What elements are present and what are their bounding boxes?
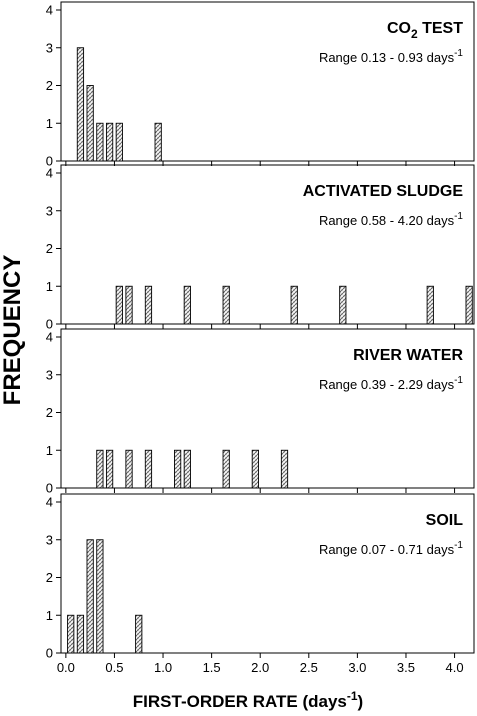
panel-title-text: CO	[387, 20, 411, 37]
bar	[222, 285, 230, 325]
x-tick-label: 1.0	[154, 660, 172, 675]
panel-frame	[60, 1, 475, 162]
bar	[144, 449, 153, 489]
x-tick-label: 3.5	[397, 660, 415, 675]
y-tick-label: 2	[46, 78, 53, 93]
bar	[222, 449, 230, 489]
bar	[67, 614, 75, 654]
panel-range: Range 0.07 - 0.71 days-1	[319, 540, 463, 557]
bar	[144, 285, 153, 325]
x-tick-label: 1.5	[203, 660, 221, 675]
x-tick-label: 3.0	[348, 660, 366, 675]
y-tick-label: 4	[46, 3, 53, 18]
bar	[105, 122, 114, 162]
y-tick-label: 3	[46, 203, 53, 218]
panel-4: 0 1 2 3 4 SOIL Range 0.07 - 0.71 days-1 0.0 0.5 1…	[46, 493, 475, 675]
panel-title: CO2 TEST	[387, 20, 463, 41]
y-tick-label: 4	[46, 495, 53, 510]
x-axis-label-sup: -1	[347, 689, 358, 703]
bar	[86, 539, 94, 654]
y-axis-label: FREQUENCY	[0, 255, 26, 406]
bar	[96, 122, 104, 162]
y-tick-label: 1	[46, 608, 53, 623]
x-tick-label: 0.5	[105, 660, 123, 675]
panel-range: Range 0.58 - 4.20 days-1	[319, 211, 463, 228]
panel-title: SOIL	[426, 512, 464, 529]
bar	[183, 285, 191, 325]
y-tick-label: 1	[46, 443, 53, 458]
bar	[290, 285, 298, 325]
bar	[280, 449, 289, 489]
range-text: Range 0.13 - 0.93 days	[319, 50, 455, 65]
y-tick-label: 1	[46, 279, 53, 294]
range-text: Range 0.58 - 4.20 days	[319, 213, 455, 228]
range-unit-sup: -1	[454, 48, 463, 59]
bar	[96, 539, 104, 654]
bar	[76, 614, 85, 654]
y-tick-label: 2	[46, 241, 53, 256]
panel-title-subscript: 2	[411, 27, 418, 41]
bar	[105, 449, 114, 489]
bar	[135, 614, 143, 654]
bar	[154, 122, 162, 162]
x-tick-label: 2.0	[251, 660, 269, 675]
y-tick-label: 3	[46, 532, 53, 547]
bar	[174, 449, 182, 489]
bar	[125, 285, 133, 325]
bar	[426, 285, 434, 325]
panel-title-text: SOIL	[426, 512, 464, 529]
panel-title: ACTIVATED SLUDGE	[303, 183, 464, 200]
panel-title-text: ACTIVATED SLUDGE	[303, 183, 464, 200]
y-tick-label: 0	[46, 646, 53, 661]
bar	[183, 449, 191, 489]
y-tick-label: 2	[46, 405, 53, 420]
y-tick-label: 3	[46, 40, 53, 55]
bar	[465, 285, 473, 325]
y-tick-label: 0	[46, 154, 53, 169]
range-unit-sup: -1	[454, 540, 463, 551]
bar	[115, 122, 123, 162]
panel-title-rest: TEST	[418, 20, 464, 37]
bar	[125, 449, 133, 489]
panel-frame	[60, 493, 475, 654]
y-tick-label: 3	[46, 367, 53, 382]
range-unit-sup: -1	[454, 375, 463, 386]
panel-title: RIVER WATER	[353, 347, 463, 364]
x-tick-label: 4.0	[446, 660, 464, 675]
x-tick-label: 2.5	[300, 660, 318, 675]
y-tick-label: 4	[46, 330, 53, 345]
range-unit-sup: -1	[454, 211, 463, 222]
x-axis-label-close: )	[358, 692, 364, 711]
y-tick-label: 4	[46, 166, 53, 181]
bar	[251, 449, 259, 489]
bar	[96, 449, 104, 489]
range-text: Range 0.07 - 0.71 days	[319, 542, 455, 557]
panel-range: Range 0.39 - 2.29 days-1	[319, 375, 463, 392]
panel-range: Range 0.13 - 0.93 days-1	[319, 48, 463, 65]
x-axis-label-main: FIRST-ORDER RATE (days	[133, 692, 347, 711]
bar	[76, 47, 85, 162]
range-text: Range 0.39 - 2.29 days	[319, 377, 455, 392]
bar	[86, 85, 94, 162]
bar	[339, 285, 347, 325]
panel-title-text: RIVER WATER	[353, 347, 463, 364]
panel-2: 0 1 2 3 4 ACTIVATED SLUDGE Range 0.58 - 4.20 d…	[46, 164, 475, 332]
bar	[115, 285, 123, 325]
y-tick-label: 1	[46, 116, 53, 131]
y-tick-label: 2	[46, 570, 53, 585]
y-tick-label: 0	[46, 481, 53, 496]
panel-3: 0 1 2 3 4 RIVER WATER Range 0.39 - 2.29 days-1	[46, 328, 475, 496]
x-axis-label: FIRST-ORDER RATE (days-1)	[133, 689, 363, 711]
y-tick-label: 0	[46, 317, 53, 332]
panel-frame	[60, 164, 475, 325]
x-tick-label: 0.0	[57, 660, 75, 675]
panel-frame	[60, 328, 475, 489]
